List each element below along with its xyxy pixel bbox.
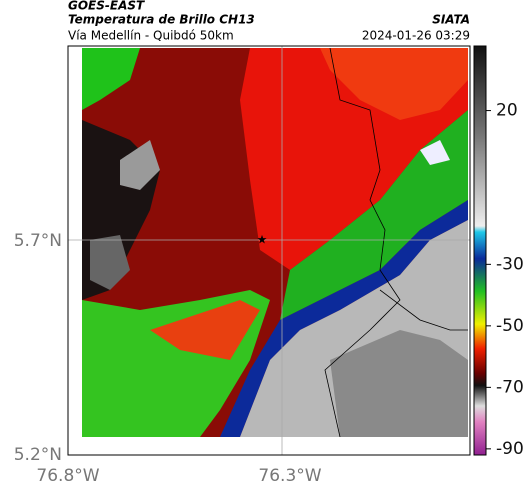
colorbar-tick-label: -90 <box>496 439 524 459</box>
lat-label: 5.2°N <box>14 445 62 465</box>
colorbar-tick-label: 20 <box>496 101 518 121</box>
colorbar-ticks: 20 -30 -50 -70 -90 <box>486 101 524 459</box>
satellite-image <box>82 48 468 437</box>
colorbar-tick-label: -30 <box>496 254 524 274</box>
colorbar <box>473 45 487 456</box>
source: SIATA <box>432 13 470 27</box>
satellite: GOES-EAST <box>68 0 145 13</box>
map-frame <box>67 45 471 456</box>
lat-label: 5.7°N <box>14 231 62 251</box>
region: Vía Medellín - Quibdó 50km <box>68 29 234 43</box>
location-star: ★ <box>257 233 268 247</box>
lon-label: 76.3°W <box>258 466 321 486</box>
lon-label: 76.8°W <box>36 466 99 486</box>
timestamp: 2024-01-26 03:29 <box>362 29 470 43</box>
colorbar-tick-label: -70 <box>496 377 524 397</box>
product: Temperatura de Brillo CH13 <box>68 13 255 27</box>
colorbar-tick-label: -50 <box>496 316 524 336</box>
